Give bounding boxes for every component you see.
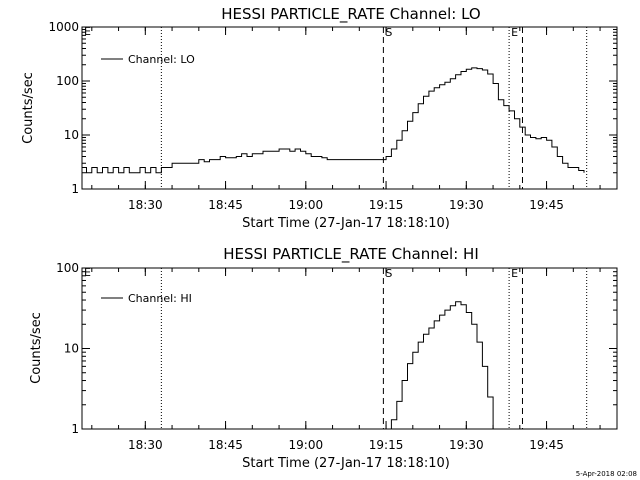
x-tick-label: 19:45 bbox=[529, 198, 564, 212]
plot-frame bbox=[81, 26, 618, 190]
corner-label: E bbox=[84, 266, 91, 279]
legend-label: Channel: LO bbox=[128, 53, 195, 66]
chart-title: HESSI PARTICLE_RATE Channel: HI bbox=[223, 245, 479, 264]
y-tick-label: 10 bbox=[64, 342, 79, 356]
y-tick-label: 1 bbox=[71, 422, 79, 436]
x-tick-label: 19:15 bbox=[369, 198, 404, 212]
marker-label: S bbox=[385, 267, 392, 280]
axis-ticks: 18:30 18:45 19:00 19:15 19:30 19:45 1 10 100 bbox=[56, 261, 617, 452]
x-tick-label: 19:30 bbox=[449, 438, 484, 452]
chart-title: HESSI PARTICLE_RATE Channel: LO bbox=[221, 5, 480, 24]
x-tick-label: 19:00 bbox=[289, 198, 324, 212]
x-tick-label: 19:00 bbox=[289, 438, 324, 452]
y-tick-label: 1000 bbox=[48, 20, 79, 34]
x-tick-label: 19:15 bbox=[369, 438, 404, 452]
series-line bbox=[388, 301, 494, 430]
x-tick-label: 18:45 bbox=[208, 198, 243, 212]
marker-label: E bbox=[511, 267, 518, 280]
axis-ticks: 18:30 18:45 19:00 19:15 19:30 19:45 1 10 100 1000 bbox=[48, 20, 617, 212]
x-axis-label: Start Time (27-Jan-17 18:18:10) bbox=[242, 456, 450, 471]
series-line bbox=[82, 67, 585, 174]
marker-label: E bbox=[511, 26, 518, 39]
x-tick-label: 18:45 bbox=[208, 438, 243, 452]
y-tick-label: 10 bbox=[64, 128, 79, 142]
y-tick-label: 1 bbox=[71, 182, 79, 196]
x-tick-label: 18:30 bbox=[128, 198, 163, 212]
x-tick-label: 19:30 bbox=[449, 198, 484, 212]
y-tick-label: 100 bbox=[56, 261, 79, 275]
y-tick-label: 100 bbox=[56, 74, 79, 88]
x-axis-label: Start Time (27-Jan-17 18:18:10) bbox=[242, 216, 450, 231]
y-axis-label: Counts/sec bbox=[21, 72, 36, 144]
footer-date: 5-Apr-2018 02:08 bbox=[576, 470, 637, 478]
x-tick-label: 18:30 bbox=[128, 438, 163, 452]
legend-label: Channel: HI bbox=[128, 292, 192, 305]
x-tick-label: 19:45 bbox=[529, 438, 564, 452]
y-axis-label: Counts/sec bbox=[29, 312, 44, 384]
marker-label: S bbox=[385, 26, 392, 39]
corner-label: E bbox=[84, 25, 91, 38]
